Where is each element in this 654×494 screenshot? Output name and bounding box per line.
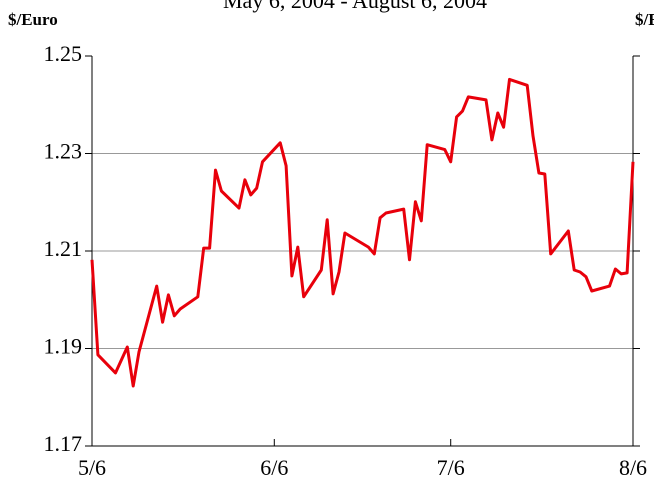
chart-title: May 6, 2004 - August 6, 2004 — [223, 0, 487, 13]
y-tick-label: 1.23 — [44, 139, 83, 164]
x-tick-label: 5/6 — [78, 455, 106, 480]
data-line — [90, 77, 635, 388]
y-tick-label: 1.17 — [44, 431, 83, 456]
x-tick-label: 6/6 — [260, 455, 288, 480]
x-tick-label: 8/6 — [619, 455, 647, 480]
y-tick-label: 1.21 — [44, 236, 83, 261]
y-tick-label: 1.19 — [44, 334, 83, 359]
y-axis-label: $/Euro — [8, 10, 58, 29]
y2-axis-label: $/Euro — [635, 10, 654, 29]
y-tick-label: 1.25 — [44, 41, 83, 66]
x-tick-label: 7/6 — [437, 455, 465, 480]
